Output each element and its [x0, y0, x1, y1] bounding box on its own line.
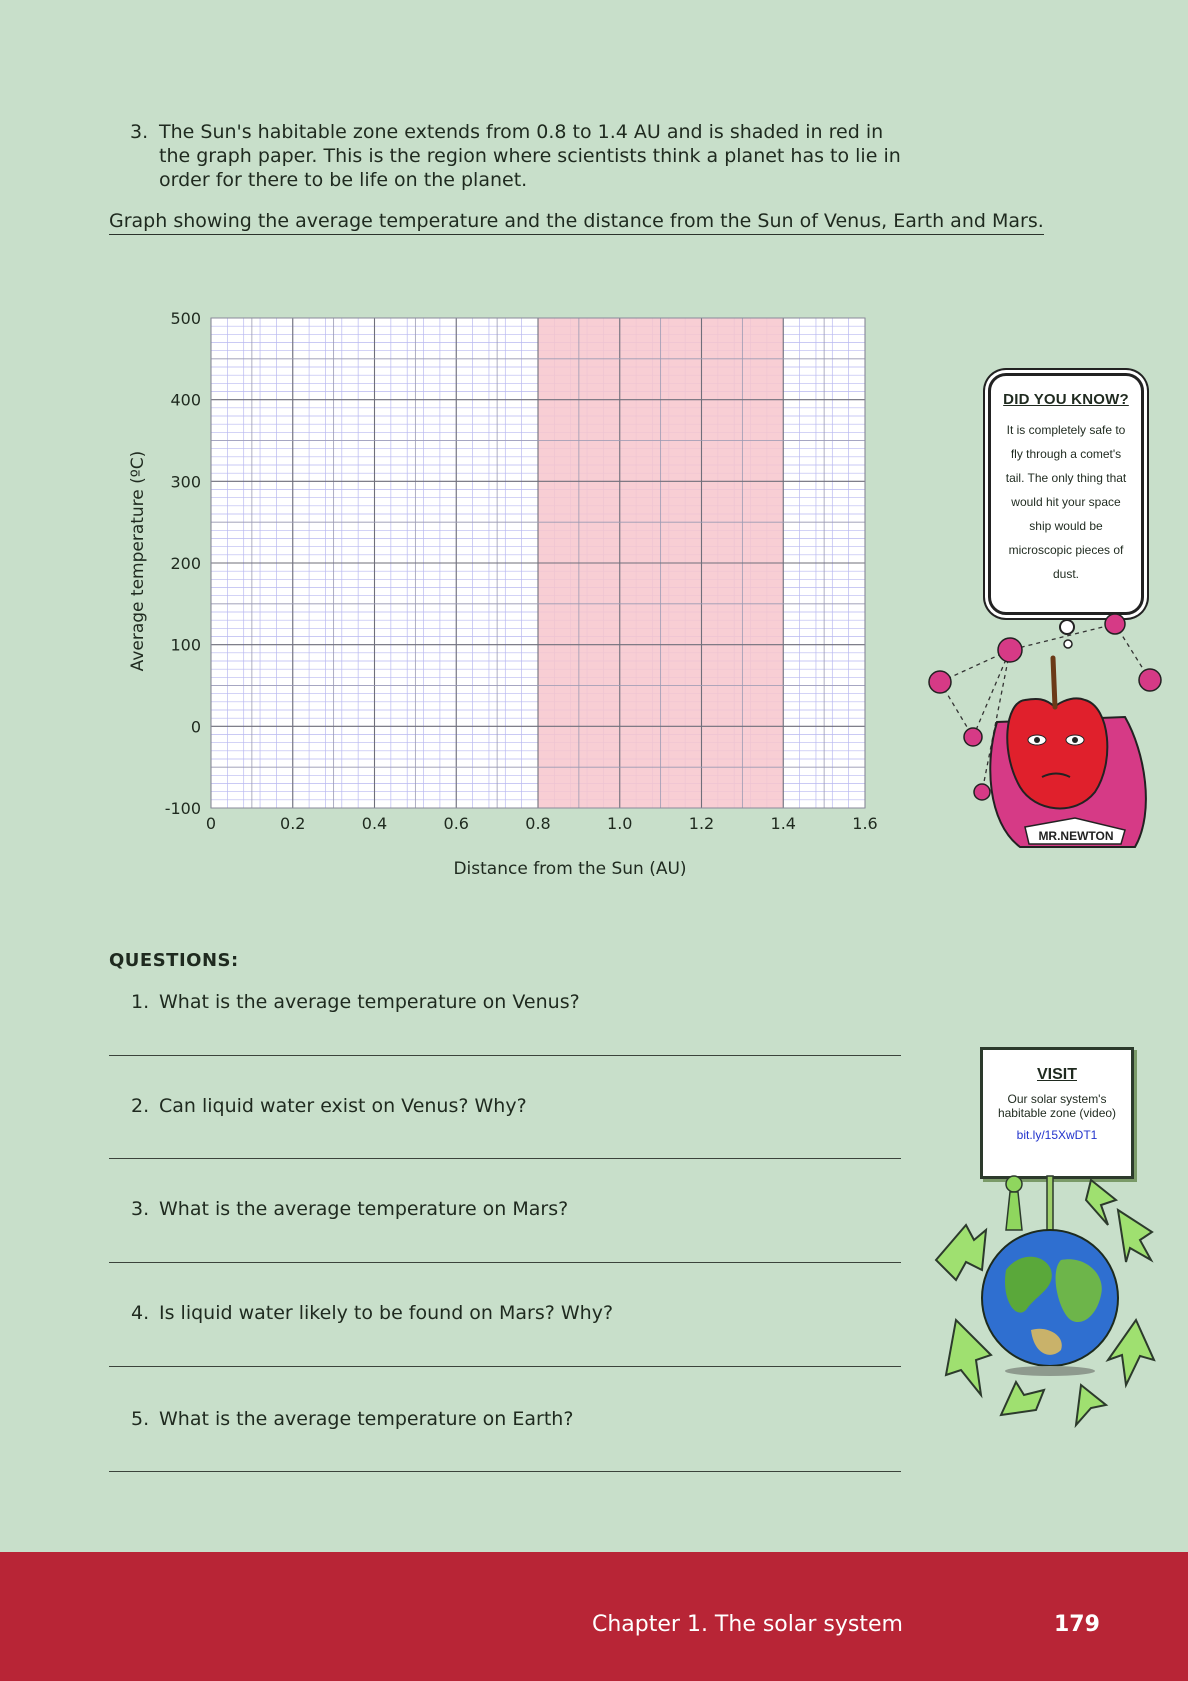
graph-caption: Graph showing the average temperature an… — [109, 209, 1044, 235]
x-tick-label: 0.4 — [362, 814, 387, 833]
question-text: What is the average temperature on Mars? — [159, 1198, 569, 1220]
question-text: What is the average temperature on Earth… — [159, 1408, 574, 1430]
question-number: 2. — [131, 1095, 150, 1117]
answer-line-1[interactable] — [109, 1055, 901, 1056]
x-tick-label: 1.0 — [607, 814, 632, 833]
x-tick-label: 1.4 — [771, 814, 796, 833]
intro-paragraph: 3. The Sun's habitable zone extends from… — [130, 120, 910, 192]
visit-heading: VISIT — [1036, 1066, 1077, 1083]
x-tick-label: 1.6 — [852, 814, 877, 833]
x-tick-label: 0.6 — [444, 814, 469, 833]
answer-line-2[interactable] — [109, 1158, 901, 1159]
y-tick-label: 300 — [170, 472, 201, 491]
y-tick-label: -100 — [165, 799, 201, 818]
question-text: What is the average temperature on Venus… — [159, 991, 580, 1013]
question-text: Can liquid water exist on Venus? Why? — [159, 1095, 527, 1117]
y-tick-label: 400 — [170, 391, 201, 410]
temperature-distance-chart: 0 0.2 0.4 0.6 0.8 1.0 1.2 1.4 1.6 -100 0 100 200 300… — [128, 309, 878, 879]
question-number: 4. — [131, 1302, 150, 1324]
question-text: Is liquid water likely to be found on Ma… — [159, 1302, 614, 1324]
x-axis-label: Distance from the Sun (AU) — [453, 859, 686, 879]
question-number: 3. — [131, 1198, 150, 1220]
intro-text: The Sun's habitable zone extends from 0.… — [159, 121, 901, 191]
chart-major-grid — [210, 317, 866, 809]
chapter-title: Chapter 1. The solar system — [592, 1612, 903, 1637]
question-number: 1. — [131, 991, 150, 1013]
x-tick-label: 0 — [206, 814, 216, 833]
did-you-know-body: It is completely safe to fly through a c… — [1005, 423, 1127, 581]
y-tick-label: 100 — [170, 636, 201, 655]
did-you-know-box: DID YOU KNOW? It is completely safe to f… — [988, 373, 1144, 615]
answer-line-5[interactable] — [109, 1471, 901, 1472]
earth-recycle-illustration — [934, 1175, 1156, 1429]
y-tick-label: 500 — [170, 309, 201, 328]
visit-sign: VISIT Our solar system's habitable zone … — [980, 1047, 1134, 1179]
x-tick-label: 0.2 — [280, 814, 305, 833]
answer-line-3[interactable] — [109, 1262, 901, 1263]
y-tick-labels: -100 0 100 200 300 400 500 — [165, 309, 201, 818]
plot-frame — [210, 317, 866, 809]
newton-apple-illustration: MR.NEWTON — [928, 613, 1162, 848]
page-number: 179 — [1054, 1612, 1100, 1637]
did-you-know-heading: DID YOU KNOW? — [1003, 391, 1129, 408]
question-number: 5. — [131, 1408, 150, 1430]
x-tick-label: 1.2 — [689, 814, 714, 833]
visit-body: Our solar system's habitable zone (video… — [997, 1092, 1117, 1120]
page-footer: Chapter 1. The solar system 179 — [0, 1552, 1188, 1681]
x-tick-label: 0.8 — [525, 814, 550, 833]
intro-number: 3. — [130, 121, 149, 143]
x-tick-labels: 0 0.2 0.4 0.6 0.8 1.0 1.2 1.4 1.6 — [206, 814, 878, 833]
questions-title: QUESTIONS: — [109, 950, 239, 971]
newton-label: MR.NEWTON — [1038, 829, 1113, 843]
answer-line-4[interactable] — [109, 1366, 901, 1367]
y-tick-label: 0 — [191, 717, 201, 736]
visit-link[interactable]: bit.ly/15XwDT1 — [1016, 1128, 1098, 1142]
y-tick-label: 200 — [170, 554, 201, 573]
y-axis-label: Average temperature (ºC) — [128, 451, 148, 672]
